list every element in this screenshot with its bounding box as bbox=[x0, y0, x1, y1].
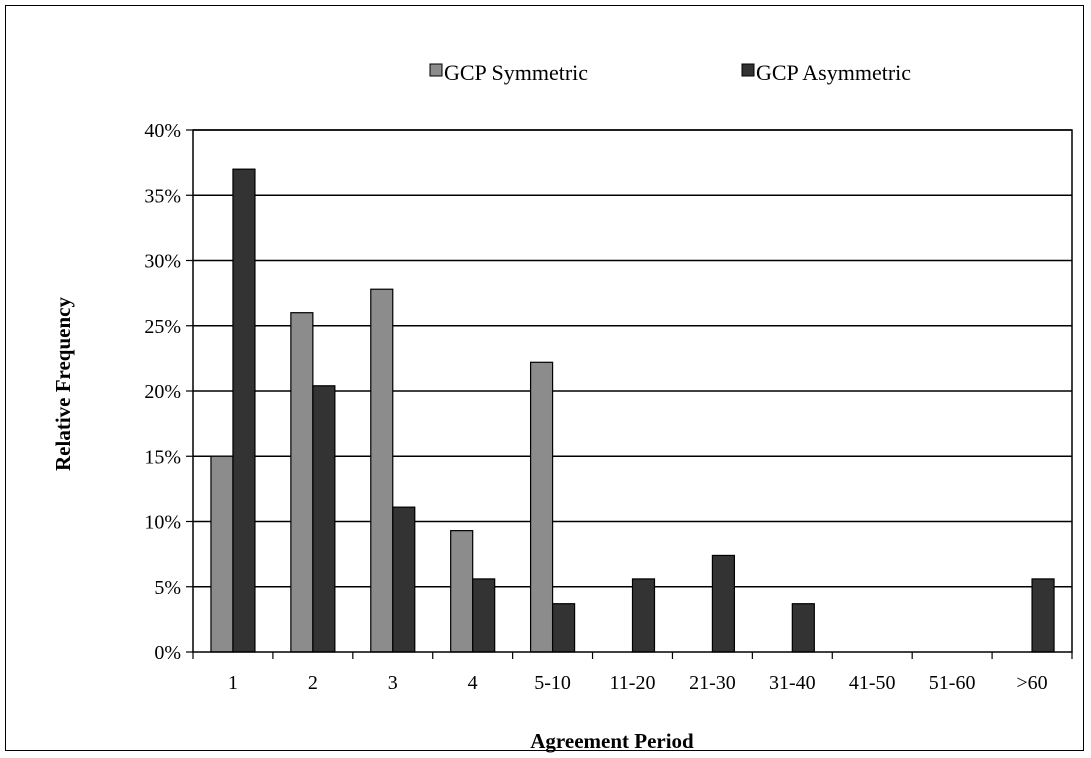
y-tick-label: 20% bbox=[144, 381, 181, 403]
bar bbox=[392, 506, 416, 653]
bar bbox=[370, 288, 394, 653]
y-tick-label: 15% bbox=[144, 446, 181, 468]
y-tick-label: 5% bbox=[154, 577, 181, 599]
y-tick-label: 10% bbox=[144, 512, 181, 534]
x-tick-label: 5-10 bbox=[534, 672, 571, 694]
bar bbox=[529, 361, 554, 653]
bar bbox=[210, 455, 234, 653]
tick-labels: 0% 5% 10% 15% 20% 25% 30% 35% 40% 1 2 3 4 5-10 11-20 21… bbox=[144, 120, 1047, 694]
x-tick-label: 51-60 bbox=[929, 672, 976, 694]
legend: GCP Symmetric GCP Asymmetric bbox=[429, 60, 911, 85]
x-tick-label: 1 bbox=[228, 672, 238, 694]
x-tick-label: >60 bbox=[1016, 672, 1047, 694]
gridlines bbox=[193, 129, 1072, 588]
x-tick-label: 21-30 bbox=[689, 672, 736, 694]
y-tick-label: 35% bbox=[144, 185, 181, 207]
bar bbox=[232, 168, 256, 653]
legend-swatch bbox=[741, 63, 755, 77]
bar bbox=[290, 312, 314, 653]
bar bbox=[631, 578, 656, 653]
axes bbox=[186, 129, 1073, 659]
bar bbox=[711, 554, 736, 653]
y-tick-label: 30% bbox=[144, 251, 181, 273]
y-tick-label: 0% bbox=[154, 642, 181, 664]
y-axis-title: Relative Frequency bbox=[51, 297, 75, 471]
x-axis-title: Agreement Period bbox=[530, 729, 694, 753]
bar bbox=[312, 385, 336, 653]
bar bbox=[551, 603, 576, 653]
y-tick-label: 40% bbox=[144, 120, 181, 142]
bar bbox=[791, 603, 815, 653]
x-tick-label: 4 bbox=[468, 672, 478, 694]
plot-area-border bbox=[192, 129, 1073, 653]
x-tick-label: 11-20 bbox=[610, 672, 656, 694]
x-tick-label: 2 bbox=[308, 672, 318, 694]
bar bbox=[472, 578, 496, 653]
x-tick-label: 41-50 bbox=[849, 672, 896, 694]
legend-label: GCP Symmetric bbox=[444, 60, 588, 85]
x-tick-label: 3 bbox=[388, 672, 398, 694]
bar bbox=[1031, 578, 1055, 653]
bars bbox=[210, 168, 1055, 653]
y-tick-label: 25% bbox=[144, 316, 181, 338]
x-tick-label: 31-40 bbox=[769, 672, 816, 694]
legend-label: GCP Asymmetric bbox=[756, 60, 911, 85]
bar bbox=[450, 530, 474, 653]
legend-swatch bbox=[429, 63, 443, 77]
